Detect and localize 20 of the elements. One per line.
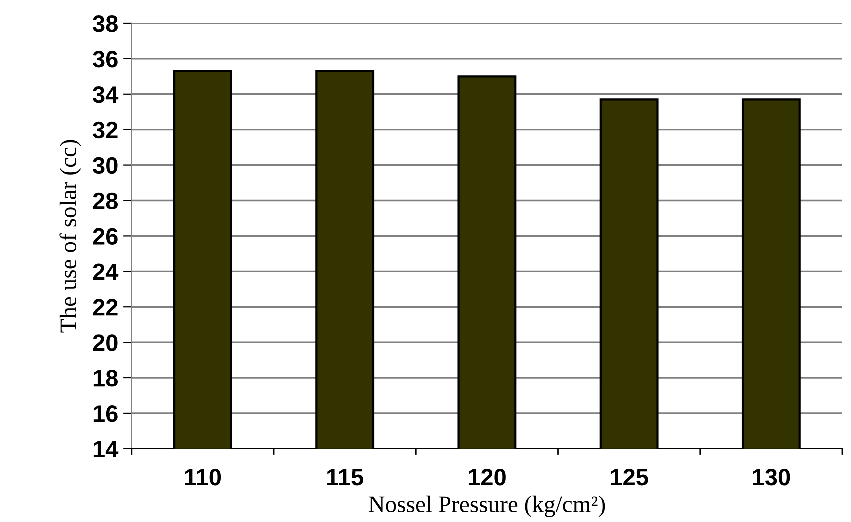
- y-tick-label: 24: [93, 264, 119, 280]
- y-tick-label: 34: [92, 86, 119, 104]
- x-tick-label: 110: [185, 468, 222, 486]
- y-tick-label: 14: [94, 441, 119, 458]
- x-tick-label: 125: [611, 468, 648, 486]
- x-tick-label: 115: [328, 469, 364, 486]
- x-tick-label: 120: [468, 468, 506, 486]
- y-tick-label: 22: [93, 299, 118, 316]
- x-axis-title: Nossel Pressure (kg/cm²): [368, 496, 606, 518]
- y-tick-label: 20: [93, 334, 118, 352]
- y-tick-label: 32: [92, 122, 118, 139]
- y-tick-label: 38: [92, 16, 118, 32]
- y-tick-label: 26: [93, 228, 118, 245]
- y-tick-label: 16: [94, 406, 118, 422]
- y-tick-label: 30: [92, 157, 118, 174]
- y-axis-title: The use of solar (cc): [60, 140, 82, 333]
- y-tick-label: 18: [94, 370, 118, 387]
- y-tick-label: 28: [93, 192, 118, 210]
- y-tick-label: 36: [92, 51, 118, 68]
- x-tick-label: 130: [753, 468, 790, 486]
